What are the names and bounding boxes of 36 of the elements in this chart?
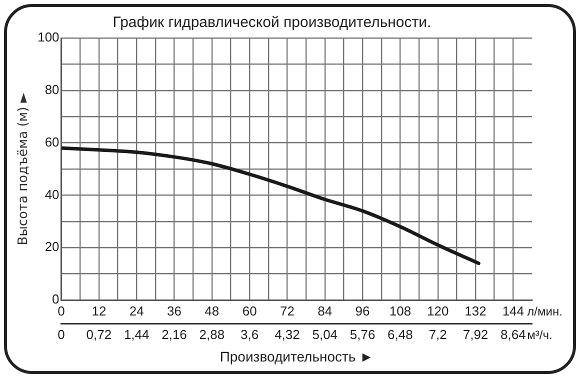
x-tick-label: 36 xyxy=(167,303,182,318)
x-tick-label: 24 xyxy=(129,303,144,318)
y-tick-label: 80 xyxy=(44,82,60,97)
x2-tick-label: 0,72 xyxy=(86,326,112,342)
x-tick-label: 12 xyxy=(92,303,106,318)
line-series xyxy=(61,146,480,266)
x-tick-label: 84 xyxy=(318,303,332,318)
x-tick-label: 72 xyxy=(280,303,294,318)
x-tick-label: 144 xyxy=(502,303,524,318)
x2-tick-label: 2,16 xyxy=(162,326,187,342)
x2-tick-label: 5,76 xyxy=(350,326,376,342)
x2-tick-label: 3,6 xyxy=(240,326,259,342)
y-tick-label: 20 xyxy=(44,239,60,254)
x-tick-label: 120 xyxy=(427,303,449,318)
x-axis-title: Производительность ► xyxy=(220,348,374,364)
x-tick-label: 108 xyxy=(389,303,412,318)
y-axis-title: Высота подъёма (м) ► xyxy=(16,92,32,246)
x-tick-label: 96 xyxy=(355,303,370,318)
x2-tick-label: 1,44 xyxy=(124,326,150,342)
x-tick-label: 132 xyxy=(464,303,486,318)
x2-tick-label: 4,32 xyxy=(274,326,300,342)
text: л/мин. xyxy=(527,304,562,318)
text: м³/ч. xyxy=(527,328,552,342)
x-tick-label: 48 xyxy=(204,303,220,318)
x-tick-label: 60 xyxy=(242,303,257,318)
y-tick-label: 100 xyxy=(38,30,60,45)
x2-tick-label: 6,48 xyxy=(388,326,413,342)
x2-tick-label: 5,04 xyxy=(312,326,338,342)
chart-title: График гидравлической производительности. xyxy=(112,14,432,32)
x2-tick-label: 8,64 xyxy=(500,326,526,342)
y-tick-label: 0 xyxy=(52,292,60,307)
x2-tick-label: 7,92 xyxy=(462,326,488,342)
y-tick-label: 60 xyxy=(44,134,60,150)
x2-tick-label: 7,2 xyxy=(428,326,447,342)
x2-tick-label: 2,88 xyxy=(199,326,225,342)
y-tick-label: 40 xyxy=(44,186,60,202)
